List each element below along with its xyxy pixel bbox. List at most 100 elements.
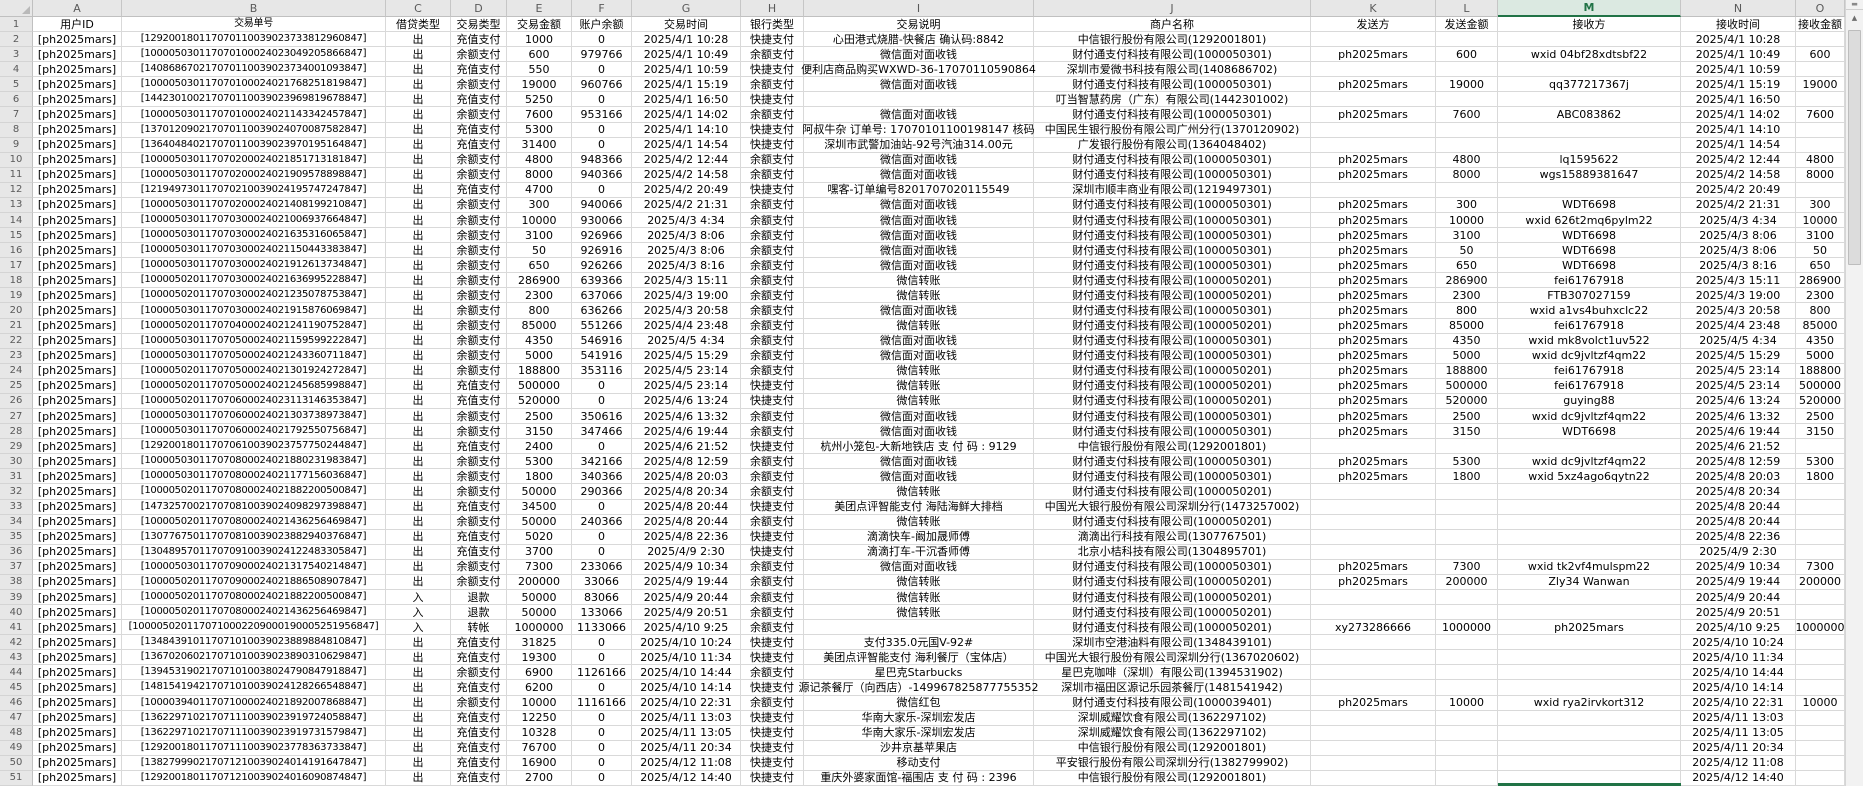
- cell-J17[interactable]: 财付通支付科技有限公司(1000050301): [1034, 258, 1311, 274]
- cell-J5[interactable]: 财付通支付科技有限公司(1000050301): [1034, 77, 1311, 93]
- row-header-36[interactable]: 36: [0, 544, 33, 560]
- cell-C35[interactable]: 出: [386, 529, 451, 545]
- cell-H26[interactable]: 快捷支付: [741, 393, 804, 410]
- cell-K36[interactable]: [1311, 544, 1436, 560]
- cell-N17[interactable]: 2025/4/3 8:16: [1681, 258, 1796, 274]
- cell-G45[interactable]: 2025/4/10 14:14: [632, 680, 741, 696]
- cell-A5[interactable]: [ph2025mars]: [33, 77, 122, 93]
- cell-K23[interactable]: ph2025mars: [1311, 348, 1436, 364]
- row-header-3[interactable]: 3: [0, 47, 33, 63]
- cell-L35[interactable]: [1436, 529, 1498, 545]
- row-header-10[interactable]: 10: [0, 152, 33, 168]
- row-header-32[interactable]: 32: [0, 484, 33, 500]
- cell-A21[interactable]: [ph2025mars]: [33, 318, 122, 334]
- cell-N48[interactable]: 2025/4/11 13:05: [1681, 725, 1796, 741]
- cell-E13[interactable]: 300: [507, 197, 572, 214]
- cell-C37[interactable]: 出: [386, 559, 451, 575]
- cell-K15[interactable]: ph2025mars: [1311, 228, 1436, 244]
- cell-D38[interactable]: 余额支付: [451, 574, 507, 590]
- scrollbar-thumb[interactable]: [1848, 30, 1861, 265]
- column-header-L[interactable]: L: [1436, 0, 1498, 17]
- column-header-N[interactable]: N: [1681, 0, 1796, 17]
- column-header-O[interactable]: O: [1796, 0, 1845, 17]
- cell-H4[interactable]: 快捷支付: [741, 62, 804, 78]
- row-header-2[interactable]: 2: [0, 32, 33, 48]
- cell-J37[interactable]: 财付通支付科技有限公司(1000050301): [1034, 559, 1311, 575]
- cell-K29[interactable]: [1311, 439, 1436, 455]
- cell-A43[interactable]: [ph2025mars]: [33, 650, 122, 666]
- cell-F37[interactable]: 233066: [572, 559, 632, 575]
- cell-E37[interactable]: 7300: [507, 559, 572, 575]
- cell-A49[interactable]: [ph2025mars]: [33, 740, 122, 756]
- cell-O13[interactable]: 300: [1796, 197, 1845, 214]
- cell-F5[interactable]: 960766: [572, 77, 632, 93]
- cell-O25[interactable]: 500000: [1796, 378, 1845, 394]
- cell-D34[interactable]: 余额支付: [451, 514, 507, 530]
- cell-K42[interactable]: [1311, 635, 1436, 651]
- cell-G38[interactable]: 2025/4/9 19:44: [632, 574, 741, 590]
- row-header-28[interactable]: 28: [0, 424, 33, 440]
- cell-N6[interactable]: 2025/4/1 16:50: [1681, 92, 1796, 108]
- cell-D48[interactable]: 充值支付: [451, 725, 507, 741]
- cell-M32[interactable]: [1498, 484, 1681, 500]
- cell-J25[interactable]: 财付通支付科技有限公司(1000050201): [1034, 378, 1311, 394]
- cell-A30[interactable]: [ph2025mars]: [33, 454, 122, 470]
- cell-O47[interactable]: [1796, 710, 1845, 726]
- cell-L3[interactable]: 600: [1436, 47, 1498, 63]
- cell-E14[interactable]: 10000: [507, 213, 572, 229]
- cell-K31[interactable]: ph2025mars: [1311, 469, 1436, 485]
- cell-L26[interactable]: 520000: [1436, 393, 1498, 410]
- cell-I18[interactable]: 微信转账: [804, 273, 1034, 289]
- cell-C42[interactable]: 出: [386, 635, 451, 651]
- cell-G30[interactable]: 2025/4/8 12:59: [632, 454, 741, 470]
- cell-B10[interactable]: [100005030117070200024021851713181847]: [122, 152, 386, 168]
- cell-D47[interactable]: 充值支付: [451, 710, 507, 726]
- cell-I15[interactable]: 微信面对面收钱: [804, 228, 1034, 244]
- cell-N5[interactable]: 2025/4/1 15:19: [1681, 77, 1796, 93]
- cell-M1[interactable]: 接收方: [1498, 17, 1681, 33]
- cell-B20[interactable]: [100005030117070300024021915876069847]: [122, 303, 386, 319]
- cell-N36[interactable]: 2025/4/9 2:30: [1681, 544, 1796, 560]
- cell-D16[interactable]: 余额支付: [451, 243, 507, 259]
- cell-H45[interactable]: 快捷支付: [741, 680, 804, 696]
- cell-C2[interactable]: 出: [386, 32, 451, 48]
- cell-E33[interactable]: 34500: [507, 499, 572, 515]
- cell-H28[interactable]: 余额支付: [741, 424, 804, 440]
- cell-A50[interactable]: [ph2025mars]: [33, 755, 122, 771]
- cell-F49[interactable]: 0: [572, 740, 632, 756]
- cell-I28[interactable]: 微信面对面收钱: [804, 424, 1034, 440]
- cell-I23[interactable]: 微信面对面收钱: [804, 348, 1034, 364]
- cell-G1[interactable]: 交易时间: [632, 17, 741, 33]
- cell-G21[interactable]: 2025/4/4 23:48: [632, 318, 741, 334]
- cell-F17[interactable]: 926266: [572, 258, 632, 274]
- cell-N26[interactable]: 2025/4/6 13:24: [1681, 393, 1796, 410]
- cell-D17[interactable]: 余额支付: [451, 258, 507, 274]
- cell-F26[interactable]: 0: [572, 393, 632, 410]
- cell-L14[interactable]: 10000: [1436, 213, 1498, 229]
- cell-K1[interactable]: 发送方: [1311, 17, 1436, 33]
- row-header-34[interactable]: 34: [0, 514, 33, 530]
- cell-C15[interactable]: 出: [386, 228, 451, 244]
- cell-C12[interactable]: 出: [386, 182, 451, 198]
- cell-K27[interactable]: ph2025mars: [1311, 409, 1436, 425]
- cell-E10[interactable]: 4800: [507, 152, 572, 168]
- cell-D22[interactable]: 余额支付: [451, 333, 507, 349]
- cell-D7[interactable]: 余额支付: [451, 107, 507, 123]
- cell-O19[interactable]: 2300: [1796, 288, 1845, 304]
- cell-I7[interactable]: 微信面对面收钱: [804, 107, 1034, 123]
- cell-F19[interactable]: 637066: [572, 288, 632, 304]
- cell-L44[interactable]: [1436, 665, 1498, 681]
- cell-C25[interactable]: 出: [386, 378, 451, 394]
- row-header-12[interactable]: 12: [0, 182, 33, 198]
- cell-C47[interactable]: 出: [386, 710, 451, 726]
- row-header-22[interactable]: 22: [0, 333, 33, 349]
- cell-B42[interactable]: [134843910117071010039023889884810847]: [122, 635, 386, 651]
- column-header-B[interactable]: B: [122, 0, 386, 17]
- cell-D15[interactable]: 余额支付: [451, 228, 507, 244]
- cell-D51[interactable]: 充值支付: [451, 770, 507, 786]
- cell-D29[interactable]: 充值支付: [451, 439, 507, 455]
- row-header-8[interactable]: 8: [0, 122, 33, 138]
- cell-O29[interactable]: [1796, 439, 1845, 455]
- cell-O48[interactable]: [1796, 725, 1845, 741]
- cell-B2[interactable]: [129200180117070110039023733812960847]: [122, 32, 386, 48]
